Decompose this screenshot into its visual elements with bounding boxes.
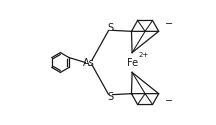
Text: −: −	[165, 19, 173, 29]
Text: 2+: 2+	[138, 52, 148, 58]
Text: As: As	[83, 58, 95, 68]
Text: S: S	[107, 23, 114, 33]
Text: Fe: Fe	[127, 58, 138, 68]
Text: S: S	[107, 92, 114, 102]
Text: −: −	[165, 96, 173, 106]
